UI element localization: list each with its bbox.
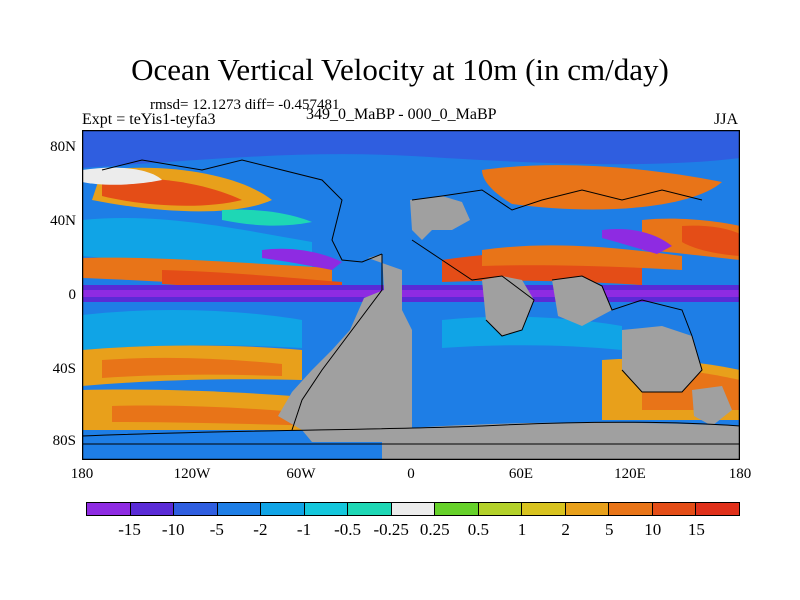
land-masses [278, 196, 740, 460]
lon-label-120e: 120E [614, 466, 646, 482]
coastlines [82, 159, 740, 445]
colorbar-label: -0.25 [373, 520, 409, 539]
colorbar-label: 5 [604, 520, 614, 539]
colorbar-box [217, 503, 262, 515]
lon-label-60w: 60W [286, 466, 316, 482]
colorbar-box [609, 503, 653, 515]
colorbar-box [652, 503, 697, 515]
colorbar-label: -2 [253, 520, 268, 539]
lon-label-180e: 180 [728, 466, 752, 482]
velocity-map [82, 130, 740, 460]
colorbar-label: -10 [161, 520, 185, 539]
lon-label-120w: 120W [173, 466, 211, 482]
colorbar-label: 1 [517, 520, 527, 539]
colorbar-label: 2 [561, 520, 570, 539]
lon-label-60e: 60E [508, 466, 534, 482]
colorbar-label: -15 [118, 520, 141, 539]
colorbar-label: 0.5 [467, 520, 490, 539]
season-text: JJA [714, 111, 739, 128]
lat-label-80n: 80N [50, 139, 76, 155]
colorbar-label: -1 [296, 520, 312, 539]
field-patterns [82, 130, 740, 430]
colorbar-box [565, 503, 610, 515]
colorbar-label: -5 [209, 520, 224, 539]
rmsd-text: rmsd= 12.1273 diff= -0.457481 [150, 97, 340, 113]
lon-label-180w: 180 [70, 466, 94, 482]
colorbar-box [522, 503, 566, 515]
colorbar-box [391, 503, 436, 515]
colorbar-box [348, 503, 392, 515]
lat-label-0: 0 [68, 287, 77, 303]
colorbar-box [130, 503, 175, 515]
lon-label-0: 0 [407, 466, 415, 482]
colorbar-box [435, 503, 479, 515]
experiment-text: Expt = teYis1-teyfa3 [82, 111, 216, 128]
colorbar-box [87, 503, 131, 515]
lat-label-40s: 40S [52, 361, 76, 377]
map-frame [82, 130, 740, 460]
colorbar-box [696, 503, 739, 515]
colorbar-box [261, 503, 305, 515]
colorbar-label: -0.5 [334, 520, 362, 539]
experiments-diff-text: 349_0_MaBP - 000_0_MaBP [306, 106, 497, 123]
lat-label-80s: 80S [52, 433, 76, 449]
colorbar-box [478, 503, 523, 515]
colorbar-label: 10 [644, 520, 662, 539]
plot-title: Ocean Vertical Velocity at 10m (in cm/da… [131, 52, 669, 87]
colorbar [86, 502, 740, 516]
colorbar-label: 15 [687, 520, 705, 539]
colorbar-box [174, 503, 218, 515]
lat-label-40n: 40N [50, 213, 76, 229]
colorbar-box [304, 503, 349, 515]
colorbar-label: 0.25 [419, 520, 450, 539]
